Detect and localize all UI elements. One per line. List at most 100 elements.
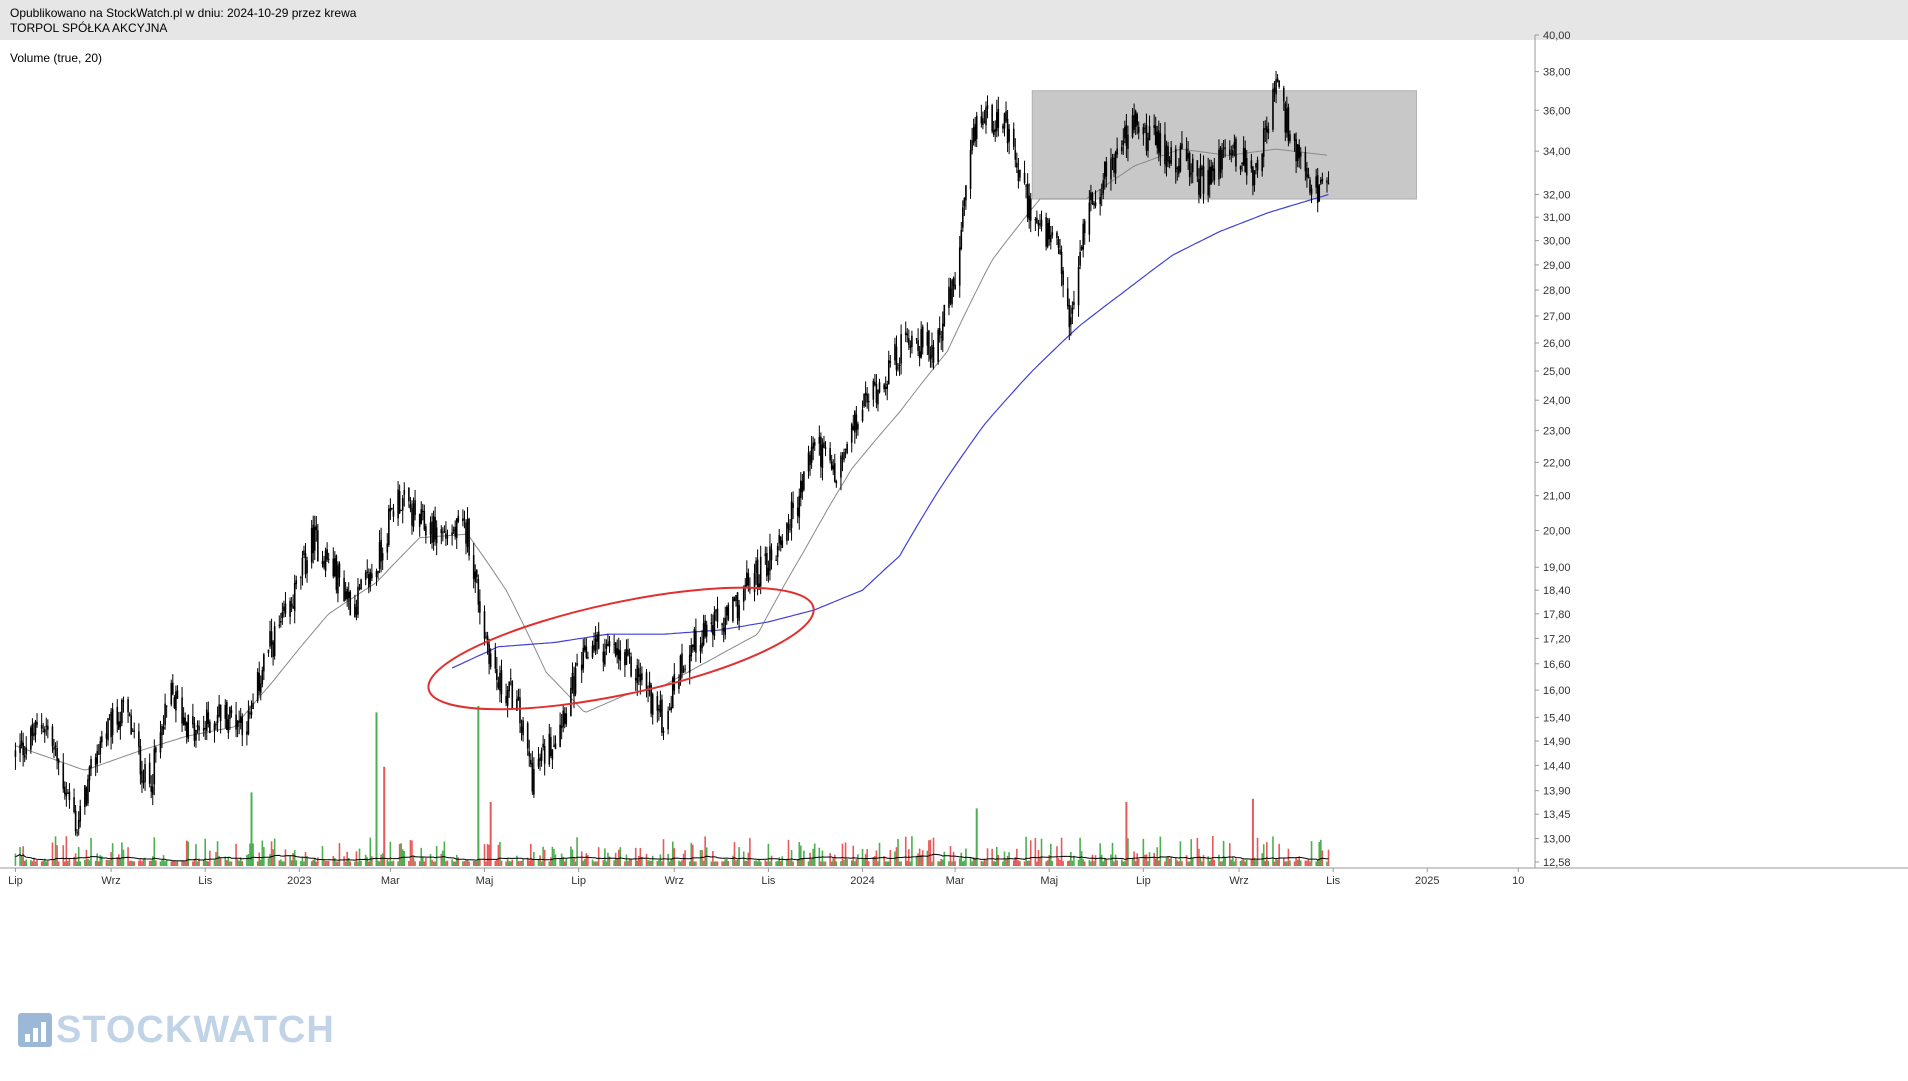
candle-body	[53, 747, 55, 750]
volume-bar	[323, 859, 325, 866]
volume-bar	[128, 861, 131, 866]
volume-bar	[917, 853, 919, 866]
candle-body	[224, 705, 227, 719]
candle-body	[1272, 89, 1274, 130]
volume-bar	[679, 861, 682, 866]
candle-body	[792, 503, 794, 508]
candle-body	[516, 698, 518, 711]
candle-body	[184, 717, 186, 726]
candle-body	[755, 560, 757, 573]
volume-bar	[1168, 858, 1171, 866]
volume-bar	[261, 840, 264, 866]
candle-body	[1198, 179, 1200, 195]
volume-bar	[1239, 860, 1242, 866]
candle-body	[412, 503, 415, 527]
candle-body	[874, 381, 876, 385]
volume-bar	[1282, 857, 1285, 866]
candle-body	[74, 810, 77, 832]
volume-bar	[1147, 861, 1149, 866]
candle-body	[829, 448, 831, 461]
volume-bar	[1228, 843, 1231, 866]
volume-bar	[1286, 861, 1288, 866]
candle-body	[658, 709, 660, 711]
candle-body	[483, 611, 486, 639]
volume-bar	[53, 859, 55, 866]
volume-bar	[1093, 861, 1095, 866]
volume-bar	[866, 849, 868, 866]
volume-bar	[928, 840, 930, 866]
volume-bar	[840, 861, 842, 866]
candle-body	[1164, 134, 1166, 165]
y-tick-label: 13,90	[1543, 786, 1571, 798]
candle-body	[875, 383, 878, 403]
candle-body	[997, 108, 1000, 128]
candle-body	[855, 414, 858, 431]
volume-bar	[1014, 857, 1017, 866]
candle-body	[181, 697, 183, 724]
candle-body	[668, 708, 671, 710]
volume-bar	[1222, 840, 1225, 866]
volume-bar	[931, 861, 933, 866]
volume-bar	[727, 860, 730, 866]
candle-body	[1276, 78, 1279, 82]
candle-body	[775, 559, 777, 561]
volume-bar	[616, 858, 618, 866]
candle-body	[983, 121, 986, 123]
candle-body	[519, 697, 521, 724]
candle-body	[451, 532, 453, 536]
candle-body	[43, 729, 46, 733]
candle-body	[386, 543, 389, 553]
volume-bar	[472, 860, 475, 866]
candle-body	[1213, 168, 1216, 181]
candle-body	[597, 631, 600, 649]
volume-ma-line	[15, 853, 1329, 862]
candle-body	[951, 280, 953, 305]
volume-bar	[857, 854, 859, 866]
candle-body	[300, 577, 302, 579]
candle-body	[682, 670, 685, 672]
candle-body	[1142, 127, 1145, 135]
candle-body	[1289, 134, 1291, 142]
volume-spike	[375, 712, 378, 866]
volume-bar	[628, 858, 631, 866]
candle-body	[161, 725, 163, 736]
candle-body	[236, 720, 239, 727]
candle-body	[932, 346, 935, 363]
volume-bar	[1088, 859, 1091, 866]
volume-bar	[162, 855, 165, 866]
candle-body	[1316, 175, 1319, 203]
candle-body	[994, 128, 997, 132]
candle-body	[813, 442, 816, 446]
candle-body	[164, 703, 166, 725]
volume-bar	[889, 849, 892, 866]
volume-bar	[1017, 860, 1020, 866]
candle-body	[886, 383, 889, 389]
candle-body	[548, 733, 551, 765]
candle-body	[354, 604, 356, 618]
candle-body	[1181, 143, 1183, 150]
volume-bar	[1289, 860, 1291, 866]
candle-body	[954, 284, 956, 289]
volume-bar	[810, 859, 813, 866]
volume-bar	[105, 859, 108, 866]
candle-body	[830, 461, 833, 470]
volume-bar	[909, 861, 912, 866]
volume-bar	[1048, 855, 1051, 866]
candle-body	[139, 746, 142, 775]
volume-bar	[539, 855, 541, 866]
volume-bar	[1057, 858, 1060, 866]
candle-body	[522, 720, 524, 736]
candle-body	[938, 328, 941, 336]
candle-body	[485, 636, 487, 638]
volume-bar	[36, 860, 38, 866]
volume-bar	[101, 856, 103, 866]
volume-bar	[647, 860, 649, 866]
volume-bar	[73, 856, 75, 866]
volume-spike	[489, 802, 492, 866]
volume-bar	[1127, 838, 1129, 866]
volume-bar	[30, 860, 32, 866]
y-tick-label: 15,40	[1543, 712, 1571, 724]
candle-body	[165, 705, 168, 707]
candle-body	[258, 673, 261, 692]
volume-bar	[787, 839, 790, 866]
